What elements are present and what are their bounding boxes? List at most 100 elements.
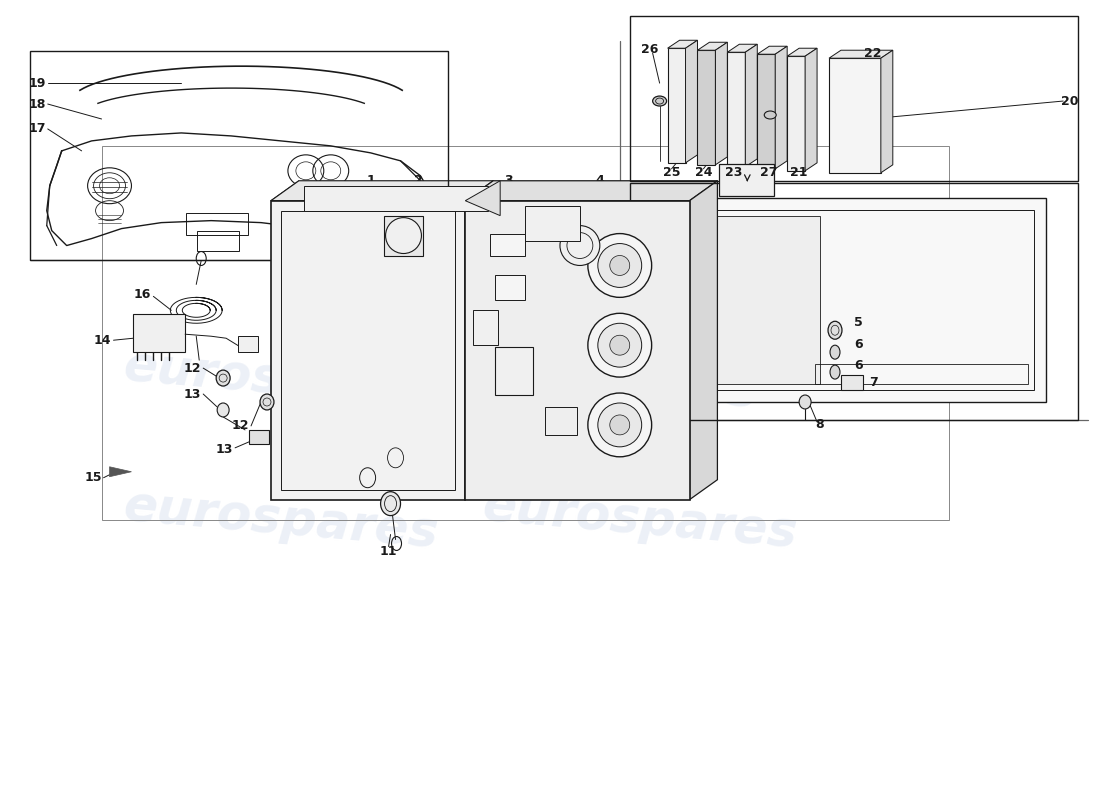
Polygon shape: [465, 181, 501, 216]
Bar: [491, 234, 525, 255]
Polygon shape: [685, 40, 697, 163]
Text: 17: 17: [29, 122, 46, 135]
Polygon shape: [776, 46, 788, 169]
Bar: [197, 230, 239, 250]
Bar: [495, 275, 525, 300]
Bar: [133, 314, 185, 352]
Text: 15: 15: [84, 471, 101, 484]
Ellipse shape: [587, 393, 651, 457]
Polygon shape: [746, 44, 757, 167]
Ellipse shape: [597, 323, 641, 367]
Bar: [101, 146, 948, 519]
Polygon shape: [271, 201, 465, 500]
Bar: [186, 213, 249, 234]
Text: 10: 10: [519, 446, 537, 458]
Text: 24: 24: [695, 166, 712, 179]
Ellipse shape: [217, 370, 230, 386]
Ellipse shape: [587, 234, 651, 298]
Bar: [304, 186, 488, 210]
Polygon shape: [110, 466, 132, 477]
Text: 11: 11: [379, 545, 397, 558]
Polygon shape: [727, 52, 746, 167]
Text: 13: 13: [216, 443, 233, 456]
Polygon shape: [697, 42, 727, 50]
Ellipse shape: [587, 314, 651, 377]
Text: 20: 20: [1062, 94, 1079, 107]
Ellipse shape: [217, 403, 229, 417]
Text: 2: 2: [414, 174, 422, 187]
Text: 2: 2: [619, 438, 628, 451]
Polygon shape: [299, 181, 493, 480]
Text: 8: 8: [815, 418, 824, 431]
Polygon shape: [757, 54, 776, 169]
Ellipse shape: [597, 243, 641, 287]
Polygon shape: [788, 48, 817, 56]
Bar: [629, 182, 1078, 420]
Ellipse shape: [830, 345, 840, 359]
Ellipse shape: [386, 218, 421, 254]
Bar: [30, 51, 449, 261]
Text: 18: 18: [29, 98, 46, 110]
Polygon shape: [465, 201, 690, 500]
Polygon shape: [805, 48, 817, 170]
Ellipse shape: [830, 365, 840, 379]
Ellipse shape: [609, 255, 629, 275]
Bar: [280, 210, 455, 490]
Text: 6: 6: [854, 358, 862, 372]
Ellipse shape: [652, 96, 667, 106]
Ellipse shape: [381, 492, 400, 515]
Text: 6: 6: [854, 338, 862, 350]
Ellipse shape: [609, 335, 629, 355]
Bar: [309, 190, 483, 470]
Polygon shape: [465, 181, 717, 201]
Bar: [660, 210, 1034, 390]
Bar: [249, 430, 270, 444]
Ellipse shape: [764, 111, 777, 119]
Text: 16: 16: [134, 288, 152, 301]
Bar: [473, 310, 498, 345]
Ellipse shape: [828, 322, 842, 339]
Text: 22: 22: [865, 46, 881, 60]
Ellipse shape: [799, 395, 811, 409]
Text: 21: 21: [791, 166, 807, 179]
Bar: [629, 16, 1078, 181]
Bar: [384, 216, 424, 255]
Text: 25: 25: [663, 166, 680, 179]
Text: 27: 27: [760, 166, 778, 179]
Text: 13: 13: [184, 387, 201, 401]
Bar: [355, 198, 394, 226]
Polygon shape: [757, 46, 788, 54]
Bar: [238, 336, 258, 352]
Polygon shape: [881, 50, 893, 173]
Text: 12: 12: [231, 419, 249, 433]
Polygon shape: [271, 181, 493, 201]
Text: 2: 2: [720, 164, 729, 178]
Polygon shape: [668, 40, 697, 48]
Text: 14: 14: [94, 334, 111, 346]
Text: 26: 26: [641, 42, 658, 56]
Ellipse shape: [560, 226, 600, 266]
Text: 23: 23: [725, 166, 742, 179]
Text: eurospares: eurospares: [121, 342, 440, 418]
Text: eurospares: eurospares: [121, 482, 440, 558]
Bar: [495, 347, 534, 395]
Polygon shape: [668, 48, 685, 163]
Bar: [648, 198, 1046, 402]
Polygon shape: [715, 42, 727, 165]
Text: 19: 19: [29, 77, 46, 90]
Ellipse shape: [597, 403, 641, 447]
Polygon shape: [727, 44, 757, 52]
Text: eurospares: eurospares: [440, 342, 759, 418]
Text: eurospares: eurospares: [481, 482, 800, 558]
Polygon shape: [697, 50, 715, 165]
Bar: [842, 375, 862, 390]
Text: 12: 12: [184, 362, 201, 374]
Text: 9: 9: [595, 423, 604, 436]
Bar: [666, 216, 821, 384]
Ellipse shape: [260, 394, 274, 410]
Text: 5: 5: [854, 316, 862, 329]
Bar: [525, 206, 580, 241]
Polygon shape: [788, 56, 805, 170]
Polygon shape: [829, 58, 881, 173]
Text: 1: 1: [366, 174, 375, 187]
